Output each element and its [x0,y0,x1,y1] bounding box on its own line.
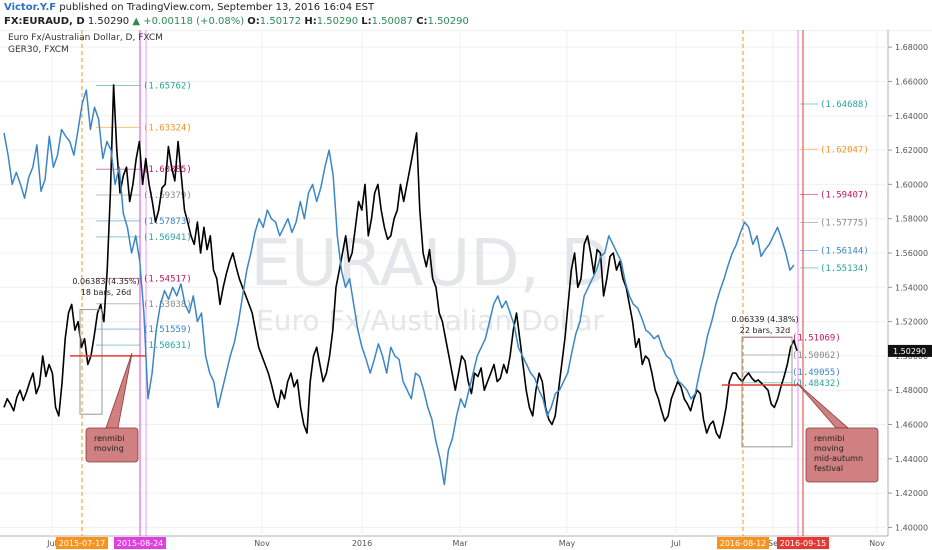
y-tick-label: 1.40000 [895,523,928,532]
open-label: O: [247,16,260,27]
annotation-label: (1.55134) [820,264,869,274]
date-marker-label: 2016-08-12 [720,539,767,548]
y-tick-label: 1.56000 [895,249,928,258]
time-axis[interactable]: Jul Nov 2016 Mar May Jul Se Nov 2015-07-17 2015-0… [46,537,885,549]
y-tick-label: 1.60000 [895,180,928,189]
x-tick-label: Nov [254,539,270,548]
callout-text: renmibi [94,434,124,443]
date-marker-label: 2015-08-24 [117,539,164,548]
author-link[interactable]: Victor.Y.F [4,2,57,13]
callout-box [85,427,139,463]
y-tick-label: 1.68000 [895,43,928,52]
legend-main-series[interactable]: Euro Fx/Australian Dollar, D, FXCM [8,33,163,43]
high-value: 1.50290 [316,16,359,27]
publish-header: Victor.Y.F published on TradingView.com,… [0,0,932,30]
watermark: EURAUD, D Euro Fx/Australian Dollar [250,227,609,337]
ohlc-line: FX:EURAUD, D 1.50290 ▲ +0.00118 (+0.08%)… [4,16,469,27]
watermark-symbol: EURAUD, D [250,227,609,301]
date-marker-badge [777,537,829,549]
annotation-label: (1.60885) [143,165,192,175]
low-label: L: [361,16,372,27]
watermark-description: Euro Fx/Australian Dollar [256,304,604,337]
close-label: C: [416,16,428,27]
callout-text: mid-autumn [814,454,863,463]
annotation-label: (1.57873) [143,217,192,227]
series-line [3,84,798,440]
grid [0,30,888,536]
x-tick-label: Mar [452,539,468,548]
high-label: H: [304,16,317,27]
callout-text: renmibi [814,434,844,443]
annotation-label: (1.51069) [792,334,841,344]
annotation-label: (1.56941) [143,233,192,243]
date-marker-label: 2016-09-15 [780,539,827,548]
legend-compare-series[interactable]: GER30, FXCM [8,45,69,55]
annotation-label: (1.63324) [143,123,192,133]
close-value: 1.50290 [427,16,469,27]
y-tick-label: 1.62000 [895,146,928,155]
open-value: 1.50172 [259,16,302,27]
annotation-label: (1.51559) [143,325,192,335]
y-tick-label: 1.48000 [895,386,928,395]
measure-bars: 22 bars, 32d [740,326,791,335]
annotation-label: (1.57775) [820,219,869,229]
annotation-label: (1.64688) [820,100,869,110]
change-arrow-icon: ▲ [132,16,141,27]
published-text: published on TradingView.com, September … [59,2,375,13]
annotation-label: (1.56144) [820,247,869,257]
annotation-label: (1.54517) [143,274,192,284]
y-tick-label: 1.44000 [895,455,928,464]
annotation-label: (1.59407) [820,191,869,201]
price-axis[interactable]: 1.68000 1.66000 1.64000 1.62000 1.60000 1.580… [888,43,932,532]
series-layer [3,84,798,486]
annotation-label: (1.49055) [792,368,841,378]
range-box [741,336,793,448]
annotation-label: (1.59379) [143,191,192,201]
measure-bars: 18 bars, 26d [81,288,132,297]
date-marker-badge [717,537,769,549]
callout-box [805,427,879,483]
x-tick-label: May [559,539,576,548]
callout-text: festival [814,464,843,473]
last-price-label: 1.50290 [893,347,926,356]
annotation-label: (1.62047) [820,145,869,155]
y-tick-label: 1.52000 [895,318,928,327]
date-marker-lines [81,30,804,536]
x-tick-label: 2016 [352,539,372,548]
drawings: 0.06383 (4.35%) 18 bars, 26d 0.06339 (4.38… [70,277,879,483]
y-tick-label: 1.46000 [895,421,928,430]
x-tick-label: Jul [670,539,681,548]
callout-text: moving [814,444,844,453]
annotation-label: (1.53038) [143,300,192,310]
y-tick-label: 1.64000 [895,112,928,121]
date-marker-badge [56,537,108,549]
callout-text: moving [94,444,124,453]
low-value: 1.50087 [371,16,413,27]
range-box [79,309,103,415]
y-tick-label: 1.54000 [895,283,928,292]
annotation-label: (1.65762) [143,82,192,92]
x-tick-label: Se [768,539,778,548]
last-price: 1.50290 [87,16,130,27]
measure-value: 0.06339 (4.38%) [731,315,798,324]
series-line [3,89,795,486]
y-tick-label: 1.58000 [895,215,928,224]
annotation-label: (1.50631) [143,341,192,351]
annotation-label: (1.48432) [792,379,841,389]
annotation-label: (1.50062) [792,351,841,361]
last-price-badge [888,344,932,357]
fib-annotations: (1.65762) (1.63324) (1.60885) (1.59379) (1.5… [96,82,869,389]
date-marker-badge [114,537,166,549]
y-tick-label: 1.66000 [895,77,928,86]
date-marker-label: 2015-07-17 [59,539,106,548]
symbol-label[interactable]: FX:EURAUD, D [4,16,85,27]
y-tick-label: 1.42000 [895,489,928,498]
measure-value: 0.06383 (4.35%) [72,277,139,286]
price-change: +0.00118 (+0.08%) [143,16,245,27]
publish-line: Victor.Y.F published on TradingView.com,… [4,2,374,13]
x-tick-label: Jul [46,539,57,548]
x-tick-label: Nov [869,539,885,548]
